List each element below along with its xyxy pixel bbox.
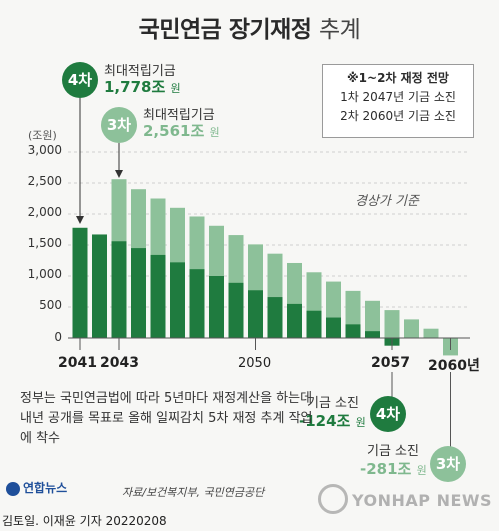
bar-4차-2050 bbox=[248, 290, 263, 338]
low3-label: 기금 소진 bbox=[367, 444, 419, 459]
bar-4차-2051 bbox=[267, 297, 283, 338]
x-tick-label: 2057 bbox=[371, 355, 410, 371]
bar-4차-2044 bbox=[131, 248, 146, 338]
x-tick-label: 2050 bbox=[238, 356, 272, 371]
yonhap-logo-icon bbox=[6, 481, 20, 496]
bar-4차-2054 bbox=[326, 317, 341, 338]
y-tick-label: 0 bbox=[54, 330, 62, 344]
peak4-label: 최대적립기금 bbox=[104, 64, 176, 79]
x-tick-label: 2060년 bbox=[428, 358, 480, 374]
bar-4차-2041 bbox=[72, 227, 88, 338]
bar-3차-2059 bbox=[423, 328, 439, 338]
low4-unit: 원 bbox=[355, 416, 366, 429]
yonhap-logo-text: 연합뉴스 bbox=[23, 481, 68, 495]
low3-unit: 원 bbox=[416, 464, 427, 477]
bar-4차-2055 bbox=[345, 324, 361, 338]
peak3-number: 2,561조 bbox=[143, 122, 205, 140]
peak3-unit: 원 bbox=[209, 126, 220, 139]
peak4-value: 1,778조 원 bbox=[104, 76, 181, 97]
peak3-value: 2,561조 원 bbox=[143, 120, 220, 141]
title-sub: 추계 bbox=[318, 17, 361, 43]
bar-4차-2045 bbox=[150, 254, 166, 338]
peak4-number: 1,778조 bbox=[104, 78, 166, 96]
title-main: 국민연금 장기재정 bbox=[138, 17, 312, 43]
bar-4차-2056 bbox=[365, 331, 380, 338]
low3-value: -281조 원 bbox=[360, 458, 427, 479]
bar-4차-2043 bbox=[111, 241, 127, 338]
legend-heading: ※1~2차 재정 전망 bbox=[347, 71, 449, 85]
bar-4차-2048 bbox=[209, 276, 224, 338]
peak3-label: 최대적립기금 bbox=[143, 108, 215, 123]
bar-4차-2053 bbox=[306, 310, 322, 338]
y-tick-label: 1,500 bbox=[27, 236, 62, 250]
yonhap-logo: 연합뉴스 bbox=[6, 479, 67, 496]
badge-3rd-depletion: 3차 bbox=[430, 446, 466, 482]
credit-text: 김토일. 이재윤 기자 20220208 bbox=[2, 514, 167, 528]
peak3-arrow-icon bbox=[115, 170, 123, 178]
y-tick-label: 1,000 bbox=[27, 267, 62, 281]
bar-4차-2049 bbox=[228, 282, 244, 338]
legend-box: ※1~2차 재정 전망 1차 2047년 기금 소진 2차 2060년 기금 소… bbox=[322, 64, 474, 138]
peak4-arrow-icon bbox=[76, 216, 84, 224]
badge-4th-peak: 4차 bbox=[62, 62, 98, 98]
chart-title: 국민연금 장기재정 추계 bbox=[0, 10, 499, 44]
y-tick-label: 2,000 bbox=[27, 205, 62, 219]
badge-4th-depletion: 4차 bbox=[370, 396, 406, 432]
y-axis-label: (조원) bbox=[28, 129, 57, 142]
watermark-icon bbox=[318, 484, 348, 514]
watermark-text: YONHAP NEWS bbox=[352, 491, 493, 510]
low3-number: -281조 bbox=[360, 460, 412, 478]
y-tick-label: 3,000 bbox=[27, 143, 62, 157]
low4-label: 기금 소진 bbox=[307, 396, 359, 411]
bar-4차-2042 bbox=[92, 234, 107, 338]
note-text: 정부는 국민연금법에 따라 5년마다 재정계산을 하는데 내년 공개를 목표로 … bbox=[20, 391, 313, 446]
y-tick-label: 500 bbox=[39, 298, 62, 312]
bar-4차-2047 bbox=[189, 269, 205, 338]
bar-3차-2058 bbox=[404, 319, 419, 338]
bar-3차-2056 bbox=[365, 300, 380, 338]
source-text: 자료/보건복지부, 국민연금공단 bbox=[122, 486, 265, 499]
basis-label: 경상가 기준 bbox=[355, 194, 419, 209]
bar-4차-2052 bbox=[287, 303, 302, 338]
legend-line-2: 2차 2060년 기금 소진 bbox=[340, 109, 456, 123]
low4-number: -124조 bbox=[299, 412, 351, 430]
bar-4차-2046 bbox=[170, 262, 185, 338]
bar-3차-2057 bbox=[384, 310, 400, 338]
peak4-unit: 원 bbox=[170, 82, 181, 95]
x-tick-label: 2043 bbox=[100, 355, 139, 371]
low4-value: -124조 원 bbox=[299, 410, 366, 431]
legend-line-1: 1차 2047년 기금 소진 bbox=[340, 90, 456, 104]
y-tick-label: 2,500 bbox=[27, 174, 62, 188]
badge-3rd-peak: 3차 bbox=[101, 107, 137, 143]
x-tick-label: 2041 bbox=[58, 355, 97, 371]
